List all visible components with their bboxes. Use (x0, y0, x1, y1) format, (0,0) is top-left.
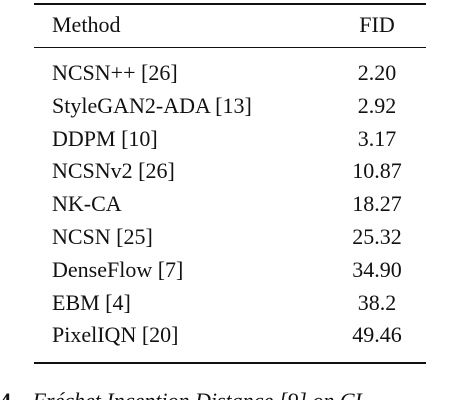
header-fid: FID (359, 12, 395, 37)
method-cell: NCSN [25] (52, 224, 153, 249)
top-rule (34, 3, 426, 5)
method-cell: DenseFlow [7] (52, 256, 184, 282)
bottom-rule (34, 362, 426, 364)
caption-text: Fréchet Inception Distance [9] on CI (33, 388, 362, 400)
fid-cell: 2.20 (357, 60, 397, 85)
fid-cell: 10.87 (352, 158, 402, 184)
method-cell: StyleGAN2-ADA [13] (52, 92, 252, 118)
fid-cell: 3.17 (357, 125, 397, 151)
method-cell: EBM [4] (52, 289, 131, 315)
method-cell: DDPM [10] (52, 125, 158, 151)
method-cell: PixelIQN [20] (52, 322, 179, 348)
header-rule (34, 47, 426, 48)
method-cell: NCSNv2 [26] (52, 158, 175, 184)
fid-cell: 2.92 (357, 92, 397, 118)
fid-cell: 38.2 (357, 289, 397, 315)
caption-label: 4. (0, 388, 17, 400)
fid-cell: 34.90 (352, 256, 402, 282)
caption: 4. Fréchet Inception Distance [9] on CI (0, 388, 362, 400)
header-method: Method (52, 12, 121, 37)
fid-cell: 49.46 (352, 322, 402, 348)
fid-cell: 18.27 (352, 191, 402, 217)
method-cell: NCSN++ [26] (52, 60, 178, 85)
method-cell: NK-CA (52, 191, 122, 217)
fid-cell: 25.32 (352, 224, 402, 249)
